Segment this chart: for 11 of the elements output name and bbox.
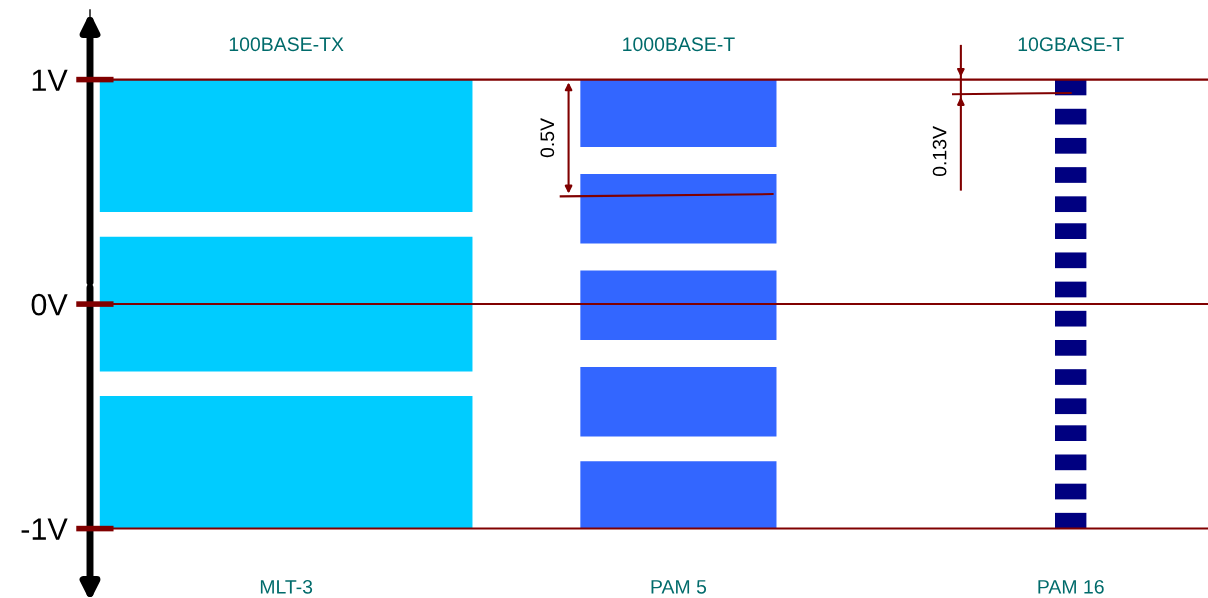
y-tick-label: 1V: [32, 69, 68, 91]
annotation: 10GBASE-T: [1018, 37, 1124, 52]
y-tick-label: -1V: [21, 518, 68, 540]
x-tick-label: PAM 16: [1038, 579, 1104, 594]
x-tick-label: MLT-3: [260, 579, 313, 594]
annotation: 100BASE-TX: [229, 37, 344, 52]
annotation: 1000BASE-T: [623, 37, 735, 52]
annotation: 0.13V: [932, 126, 947, 177]
x-tick-label: PAM 5: [651, 580, 707, 594]
y-tick-label: 0V: [31, 293, 68, 316]
annotation: 0.5V: [540, 118, 555, 158]
